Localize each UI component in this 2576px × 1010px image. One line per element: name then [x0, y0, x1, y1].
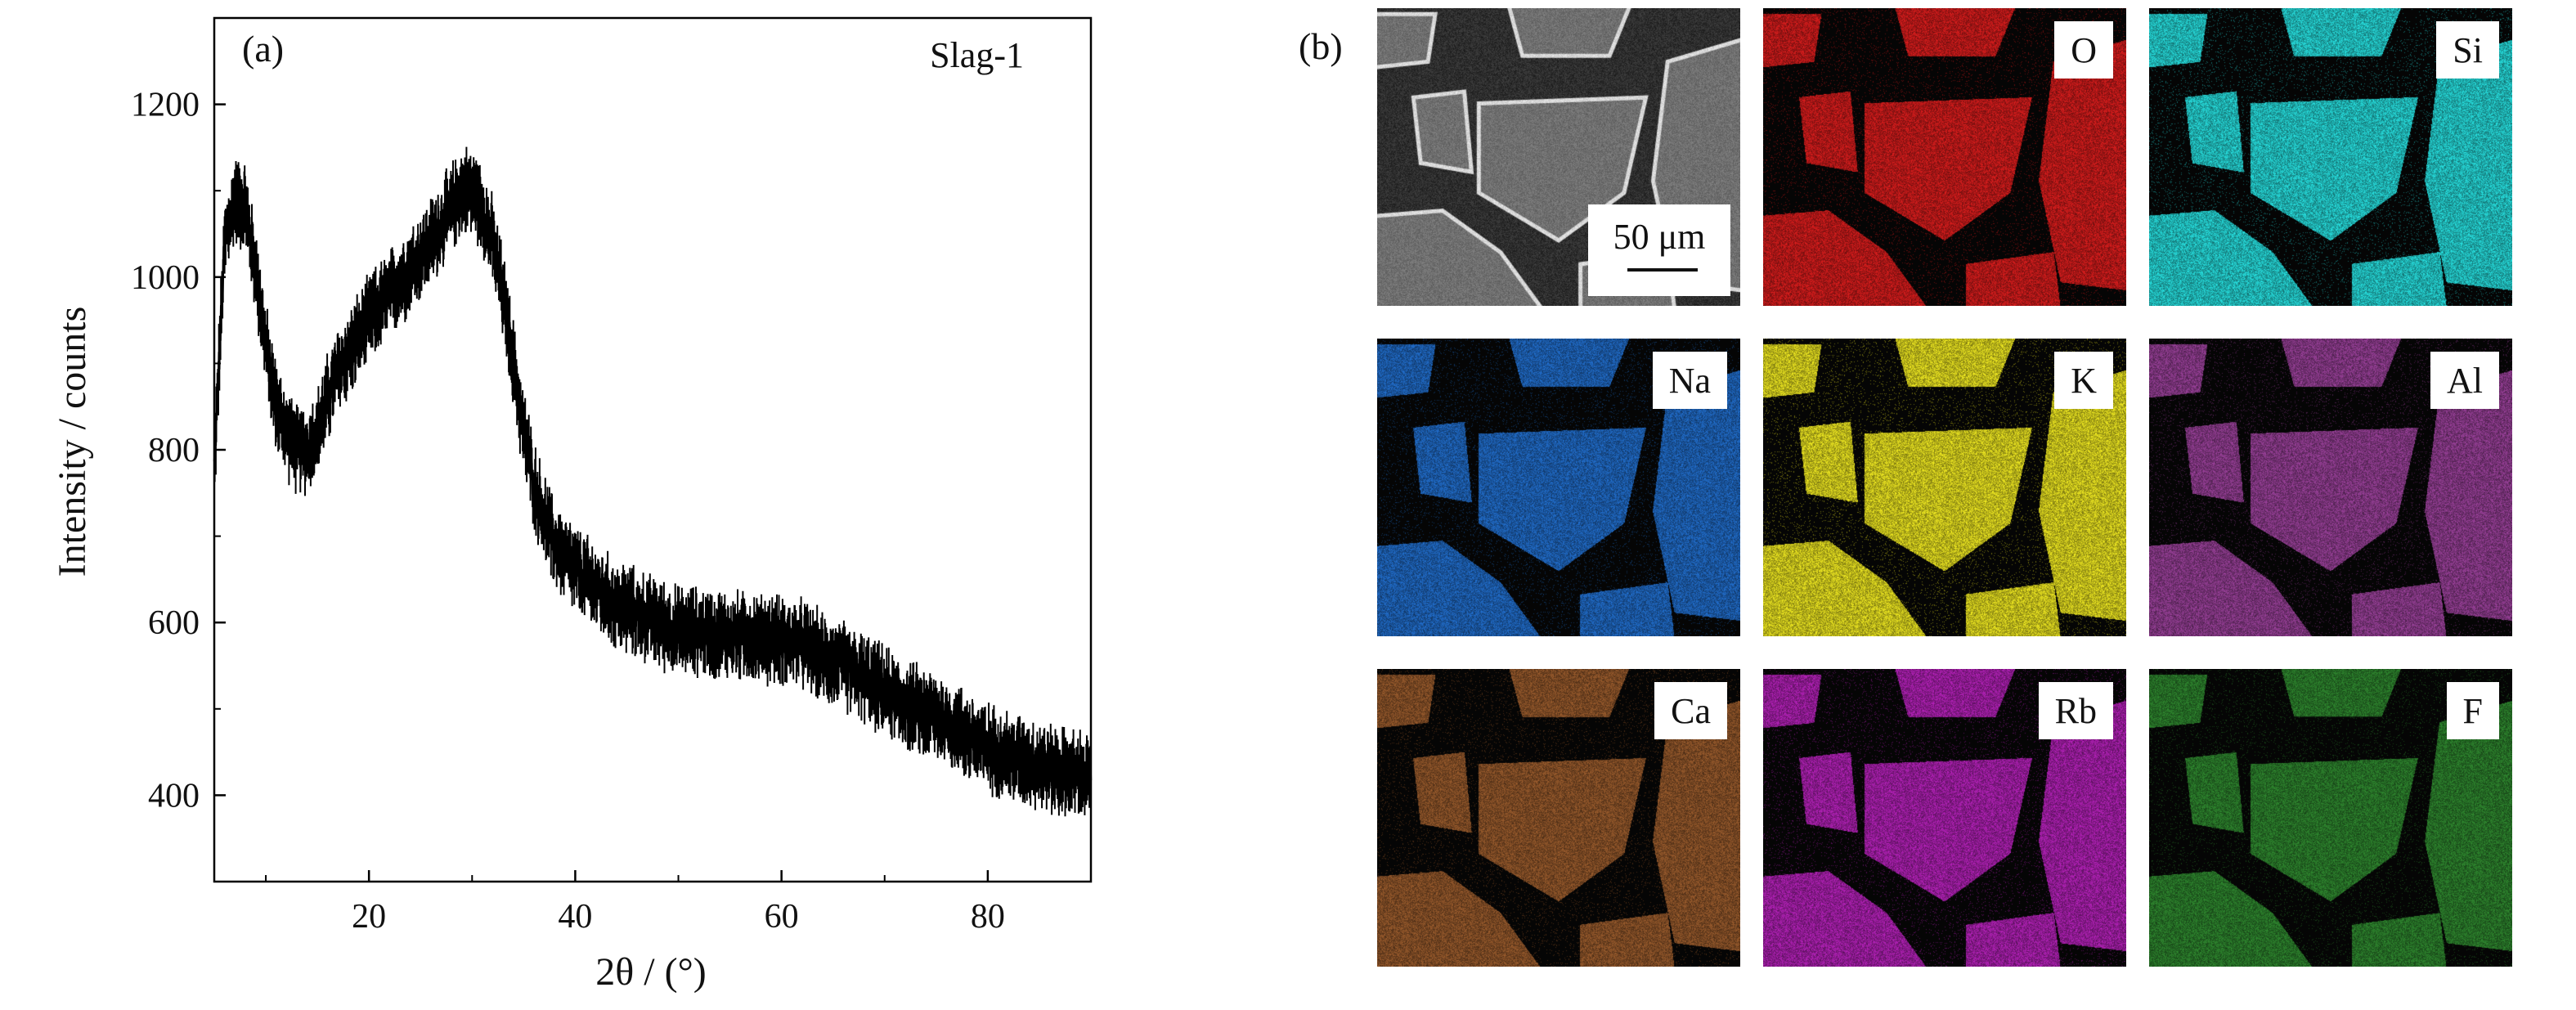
y-tick-label: 600 [148, 604, 200, 642]
eds-map-tile-na: Na [1377, 339, 1740, 636]
y-tick-label: 800 [148, 432, 200, 469]
eds-map-tile-si: Si [2149, 8, 2512, 306]
xrd-chart: 20 40 60 80 400 600 800 1000 1200 (a) Slag-1 2θ … [51, 16, 1093, 994]
y-axis-label: Intensity / counts [51, 307, 94, 577]
panel-b-letter: (b) [1299, 25, 1343, 67]
x-tick-label: 80 [971, 898, 1005, 936]
x-tick-label: 40 [558, 898, 592, 936]
y-tick-label: 1000 [131, 259, 200, 297]
sem-image-tile: 50 μm [1377, 8, 1740, 306]
y-tick-label: 400 [148, 777, 200, 815]
scale-bar-box: 50 μm [1588, 204, 1730, 296]
x-axis-label: 2θ / (°) [595, 950, 707, 994]
element-label-o: O [2054, 21, 2113, 79]
xrd-chart-panel: 20 40 60 80 400 600 800 1000 1200 (a) Slag-1 2θ … [0, 0, 1129, 1006]
xrd-error-bars [213, 146, 1092, 817]
x-tick-label: 60 [765, 898, 799, 936]
element-label-k: K [2054, 352, 2113, 409]
element-label-al: Al [2430, 352, 2499, 409]
element-label-f: F [2446, 682, 2499, 739]
eds-maps-panel: (b) 50 μm O Si Na K Al Ca Rb F [1292, 0, 2576, 1006]
eds-map-tile-rb: Rb [1763, 669, 2126, 967]
xrd-pattern-line [213, 174, 1093, 792]
eds-map-tile-k: K [1763, 339, 2126, 636]
x-tick-label: 20 [352, 898, 386, 936]
eds-map-tile-al: Al [2149, 339, 2512, 636]
element-label-na: Na [1652, 352, 1727, 409]
scale-bar [1627, 268, 1698, 272]
element-label-rb: Rb [2038, 682, 2113, 739]
element-label-si: Si [2436, 21, 2499, 79]
eds-map-tile-ca: Ca [1377, 669, 1740, 967]
sample-annotation: Slag-1 [930, 35, 1024, 75]
y-tick-label: 1200 [131, 87, 200, 124]
panel-a-letter: (a) [242, 28, 284, 70]
scale-bar-label: 50 μm [1613, 217, 1706, 257]
element-label-ca: Ca [1654, 682, 1727, 739]
eds-map-tile-o: O [1763, 8, 2126, 306]
eds-map-tile-f: F [2149, 669, 2512, 967]
